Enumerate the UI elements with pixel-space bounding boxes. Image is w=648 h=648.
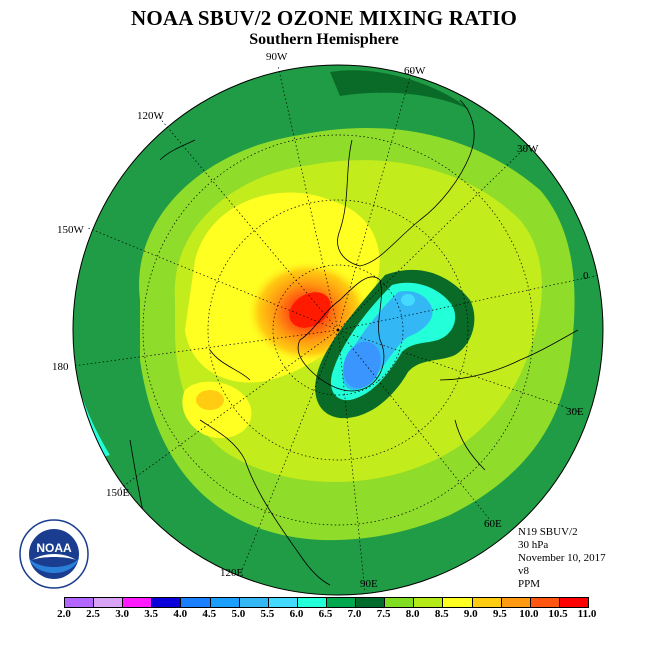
colorbar-segment (297, 598, 327, 607)
map-border (72, 64, 604, 596)
instrument-label: N19 SBUV/2 (518, 526, 578, 538)
logo-text: NOAA (36, 541, 72, 555)
lon-label: 30E (566, 406, 584, 418)
colorbar-segment (326, 598, 357, 607)
lon-label: 150W (57, 224, 85, 236)
colorbar-segment (414, 598, 444, 607)
colorbar-segment (181, 598, 211, 607)
colorbar-tick-label: 6.5 (318, 608, 333, 620)
colorbar-segment (472, 598, 502, 607)
colorbar-segment (268, 598, 298, 607)
colorbar-tick-label: 4.0 (173, 608, 188, 620)
colorbar-tick-label: 4.5 (202, 608, 217, 620)
map-title: NOAA SBUV/2 OZONE MIXING RATIO (131, 6, 517, 30)
colorbar-tick-label: 7.0 (347, 608, 362, 620)
colorbar-tick-label: 2.5 (86, 608, 100, 620)
low-ozone-core (343, 341, 381, 389)
date-label: November 10, 2017 (518, 552, 606, 564)
lon-label: 120E (220, 567, 244, 579)
lon-label: 30W (517, 143, 539, 155)
lon-label: 90E (360, 578, 378, 590)
colorbar-tick-label: 6.0 (289, 608, 304, 620)
lon-label: 0 (583, 270, 589, 282)
colorbar-tick-label: 3.0 (115, 608, 129, 620)
colorbar-segment (501, 598, 531, 607)
version-label: v8 (518, 565, 529, 577)
colorbar-segment (65, 598, 95, 607)
colorbar-tick-label: 7.5 (376, 608, 391, 620)
lon-label: 120W (137, 110, 165, 122)
colorbar-segment (530, 598, 560, 607)
pressure-level-label: 30 hPa (518, 539, 549, 551)
colorbar-tick-label: 10.5 (548, 608, 568, 620)
graticule (72, 65, 601, 593)
colorbar-tick-label: 9.5 (492, 608, 507, 620)
units-label: PPM (518, 578, 541, 590)
lon-label: 150E (106, 487, 130, 499)
colorbar-tick-label: 5.5 (260, 608, 275, 620)
longitude-labels: 90W 60W 30W 0 30E 60E 90E 120E 150E 180 … (52, 51, 589, 590)
colorbar-tick-label: 2.0 (57, 608, 71, 620)
colorbar-segment (123, 598, 153, 607)
colorbar (64, 597, 589, 608)
colorbar-segment (443, 598, 473, 607)
lon-label: 90W (266, 51, 288, 63)
colorbar-segment (152, 598, 182, 607)
colorbar-ticks: 2.0 2.5 3.0 3.5 4.0 4.5 5.0 5.5 6.0 6.5 7.0 7.5 8.0 8… (57, 608, 596, 622)
colorbar-segment (239, 598, 269, 607)
map-subtitle: Southern Hemisphere (249, 31, 399, 48)
colorbar-tick-label: 9.0 (463, 608, 478, 620)
colorbar-segment (559, 598, 588, 607)
lon-label: 60E (484, 518, 502, 530)
noaa-logo-icon: NOAA (18, 518, 90, 590)
info-panel: N19 SBUV/2 30 hPa November 10, 2017 v8 P… (518, 526, 606, 591)
lon-label: 60W (404, 65, 426, 77)
colorbar-tick-label: 8.0 (405, 608, 420, 620)
colorbar-segment (94, 598, 124, 607)
lon-label: 180 (52, 361, 69, 373)
colorbar-tick-label: 8.5 (434, 608, 449, 620)
colorbar-tick-label: 5.0 (231, 608, 246, 620)
colorbar-tick-label: 10.0 (519, 608, 539, 620)
colorbar-segment (356, 598, 386, 607)
coastlines (129, 99, 579, 586)
colorbar-segment (210, 598, 240, 607)
colorbar-tick-label: 3.5 (144, 608, 159, 620)
colorbar-tick-label: 11.0 (577, 608, 597, 620)
colorbar-segment (385, 598, 415, 607)
